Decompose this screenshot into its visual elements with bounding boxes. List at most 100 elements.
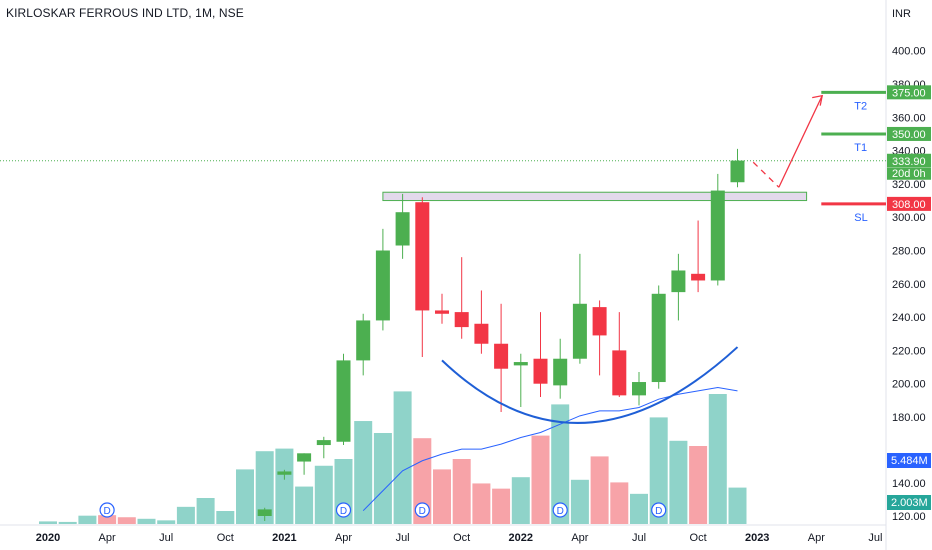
price-label-bg [887, 153, 931, 180]
candle-body [632, 382, 646, 396]
candle-body [356, 320, 371, 361]
volume-bar [708, 394, 727, 524]
dividend-marker-icon [414, 502, 430, 518]
candle-body [435, 310, 449, 314]
y-tick-label: 240.00 [892, 312, 926, 324]
price-label-value: 308.00 [892, 199, 926, 211]
volume-bar [531, 435, 550, 524]
volume-bar [314, 465, 333, 524]
candle-body [710, 190, 725, 281]
y-tick-label: 120.00 [892, 511, 926, 523]
x-tick-label: Apr [571, 532, 588, 544]
volume-bar [236, 469, 254, 524]
volume-label: 5.484M [891, 455, 928, 467]
x-tick-label: 2023 [745, 532, 769, 544]
y-tick-label: 400.00 [892, 46, 926, 58]
x-tick-label: Apr [99, 532, 116, 544]
candle-body [277, 471, 292, 475]
volume-bar [275, 448, 294, 524]
candle-body [494, 343, 509, 369]
volume-bar [590, 456, 609, 524]
y-tick-label: 320.00 [892, 179, 926, 191]
dividend-marker-icon [651, 502, 667, 518]
candle-body [474, 323, 489, 344]
candle-body [375, 250, 390, 321]
y-tick-label: 300.00 [892, 212, 926, 224]
candle-body [316, 440, 331, 446]
volume-bar [58, 521, 77, 524]
volume-label-bg [887, 453, 931, 468]
volume-bar [492, 488, 511, 524]
dividend-marker-label: D [340, 506, 347, 517]
volume-bar [630, 493, 648, 524]
resistance-zone [382, 191, 808, 202]
target-label: T1 [854, 142, 867, 154]
x-tick-label: 2020 [36, 532, 60, 544]
price-label-countdown: 20d 0h [892, 168, 926, 180]
volume-bar [157, 520, 176, 524]
currency-label: INR [892, 8, 911, 20]
volume-bar [78, 515, 97, 524]
volume-bar [137, 518, 156, 524]
x-tick-label: Oct [690, 532, 707, 544]
x-tick-label: Jul [868, 532, 882, 544]
price-label-value: 350.00 [892, 129, 926, 141]
rounding-bottom-arc [441, 346, 739, 424]
candle-body [553, 358, 568, 386]
candle-body [572, 303, 587, 359]
volume-bar [255, 451, 274, 524]
dividend-marker-label: D [655, 506, 662, 517]
x-tick-label: Oct [453, 532, 470, 544]
dividend-marker-label: D [419, 506, 426, 517]
x-tick-label: 2022 [509, 532, 533, 544]
volume-bar [176, 506, 195, 524]
candle-body [297, 453, 312, 462]
chart-title: KIRLOSKAR FERROUS IND LTD, 1M, NSE [6, 6, 244, 20]
candle-body [730, 160, 745, 183]
x-tick-label: Jul [159, 532, 173, 544]
volume-bar [433, 469, 451, 524]
volume-bar [551, 404, 570, 524]
volume-bar [570, 479, 589, 524]
x-tick-label: Apr [808, 532, 825, 544]
target-label: SL [854, 212, 867, 224]
volume-label: 2.003M [891, 497, 928, 509]
volume-bar [216, 511, 235, 524]
projection-pullback-line [752, 161, 780, 188]
price-label-value: 333.90 [892, 156, 926, 168]
candle-body [592, 307, 607, 336]
price-label-value: 375.00 [892, 87, 926, 99]
candle-body [671, 270, 686, 293]
volume-label-bg [887, 495, 931, 510]
volume-bar [393, 391, 412, 524]
volume-bar [39, 521, 57, 524]
volume-bar [472, 483, 491, 524]
y-tick-label: 280.00 [892, 246, 926, 258]
volume-bar [117, 517, 136, 524]
candle-body [612, 350, 627, 396]
dividend-marker-label: D [103, 506, 110, 517]
y-tick-label: 260.00 [892, 279, 926, 291]
x-tick-label: 2021 [272, 532, 296, 544]
volume-bar [373, 433, 392, 524]
dividend-marker-icon [335, 502, 352, 518]
price-label: 375.00 [887, 85, 931, 100]
price-label-bg [887, 126, 931, 141]
x-tick-label: Apr [335, 532, 352, 544]
x-tick-label: Jul [632, 532, 646, 544]
volume-bar [689, 446, 708, 524]
volume-bar [511, 477, 530, 524]
y-tick-label: 180.00 [892, 412, 926, 424]
volume-bar [354, 421, 373, 524]
dividend-marker-icon [552, 502, 568, 518]
volume-bar [649, 417, 668, 524]
candle-body [336, 360, 351, 442]
x-tick-label: Oct [217, 532, 234, 544]
candle-body [533, 358, 548, 384]
volume-bar [98, 515, 117, 524]
candle-body [691, 273, 706, 281]
candle-body [513, 362, 528, 366]
price-label: 350.00 [887, 126, 931, 141]
